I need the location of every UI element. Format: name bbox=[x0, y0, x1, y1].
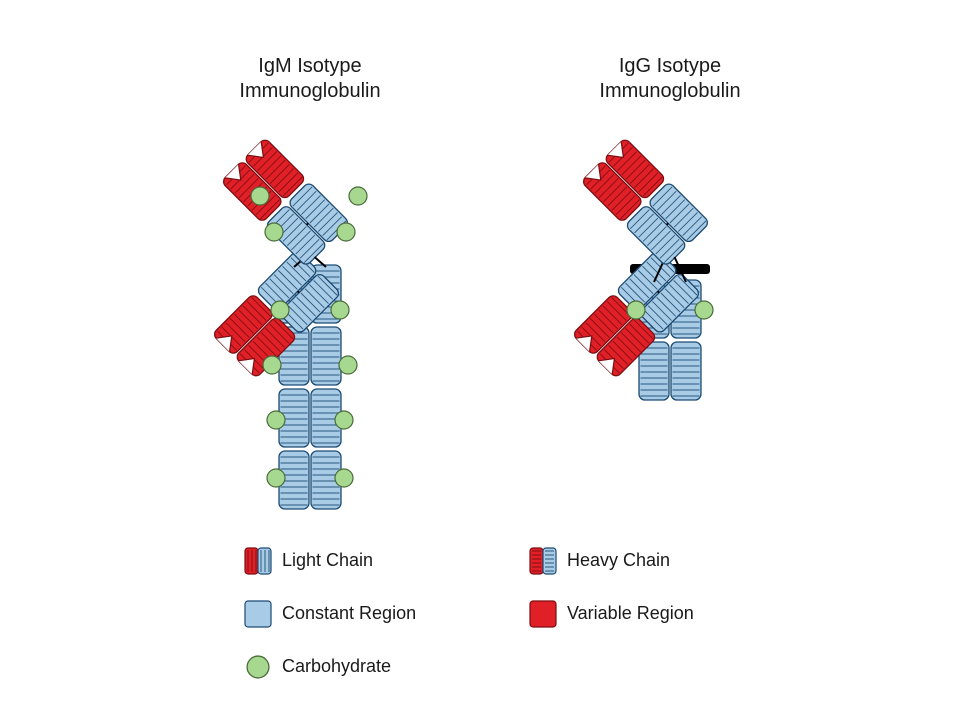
antibody-diagram bbox=[0, 0, 962, 721]
legend-light-chain-label: Light Chain bbox=[282, 550, 373, 571]
igm-antibody bbox=[212, 138, 367, 509]
legend-constant-label: Constant Region bbox=[282, 603, 416, 624]
legend-heavy-chain-label: Heavy Chain bbox=[567, 550, 670, 571]
legend-variable-label: Variable Region bbox=[567, 603, 694, 624]
igg-antibody bbox=[572, 138, 713, 400]
legend-carbohydrate-label: Carbohydrate bbox=[282, 656, 391, 677]
